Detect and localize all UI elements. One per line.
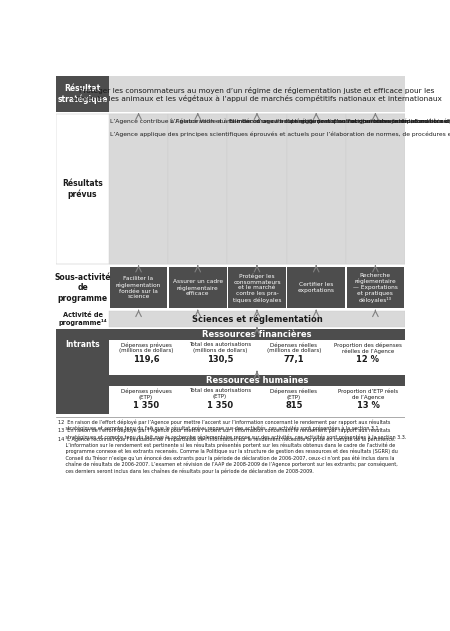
- Text: Sous-activité
de
programme: Sous-activité de programme: [54, 273, 111, 303]
- Bar: [56, 329, 109, 414]
- Text: Proportion des dépenses
réelles de l’Agence: Proportion des dépenses réelles de l’Age…: [334, 342, 402, 354]
- Bar: [228, 268, 286, 309]
- Bar: [287, 114, 346, 264]
- Text: Protéger les consommateurs au moyen d’un régime de réglementation juste et effic: Protéger les consommateurs au moyen d’un…: [72, 86, 442, 102]
- Text: Certifier les
exportations: Certifier les exportations: [298, 283, 335, 293]
- Text: Proportion d’ETP réels
de l’Agence: Proportion d’ETP réels de l’Agence: [338, 388, 398, 399]
- Text: L’Agence contribue à l’élaboration et à la mise en oeuvre de règles, de normes e: L’Agence contribue à l’élaboration et à …: [111, 119, 450, 137]
- Bar: [56, 76, 109, 112]
- Text: Assurer un cadre
réglementaire
efficace: Assurer un cadre réglementaire efficace: [173, 280, 223, 297]
- Text: Résultat
stratégique: Résultat stratégique: [58, 84, 108, 104]
- Text: 130,5: 130,5: [207, 355, 233, 364]
- Bar: [169, 268, 227, 309]
- Text: 12  En raison de l’effort déployé par l’Agence pour mettre l’accent sur l’inform: 12 En raison de l’effort déployé par l’A…: [58, 419, 390, 431]
- Text: 77,1: 77,1: [284, 355, 304, 364]
- Bar: [227, 114, 287, 264]
- Text: 1 350: 1 350: [207, 401, 233, 410]
- Text: 14  L’Agence reconnaît que l’évaluation de l’impartialité de l’information sur l: 14 L’Agence reconnaît que l’évaluation d…: [58, 436, 398, 474]
- Text: Dépenses prévues
(millions de dollars): Dépenses prévues (millions de dollars): [119, 342, 173, 353]
- Bar: [288, 268, 345, 309]
- Text: 119,6: 119,6: [133, 355, 159, 364]
- Text: L’Agence veille au maintien d’un cadre de réglementation national trans-parent, : L’Agence veille au maintien d’un cadre d…: [170, 119, 450, 124]
- Text: Pour prendre ses décisions concer-nant l’élaboration et l’examen réglementaire, : Pour prendre ses décisions concer-nant l…: [347, 119, 450, 124]
- Bar: [109, 76, 405, 112]
- Text: Dépenses réelles
(millions de dollars): Dépenses réelles (millions de dollars): [267, 342, 321, 353]
- Text: 12 %: 12 %: [356, 355, 379, 364]
- Bar: [56, 267, 109, 309]
- Text: 1 350: 1 350: [133, 401, 159, 410]
- Bar: [168, 114, 227, 264]
- Bar: [109, 375, 405, 386]
- Bar: [346, 114, 405, 264]
- Bar: [56, 311, 109, 327]
- Text: 13  En raison de l’effort déployé par l’Agence pour mettre l’accent sur l’inform: 13 En raison de l’effort déployé par l’A…: [58, 428, 406, 440]
- Text: Faciliter la
réglementation
fondée sur la
science: Faciliter la réglementation fondée sur l…: [116, 276, 161, 299]
- Text: Les exigences d’autres gou-vernements en matière d’importation sont respectées.: Les exigences d’autres gou-vernements en…: [288, 119, 450, 124]
- Text: Dépenses réelles
(ETP): Dépenses réelles (ETP): [270, 388, 318, 399]
- Bar: [346, 268, 404, 309]
- Bar: [109, 329, 405, 340]
- Text: Activité de
programme¹⁴: Activité de programme¹⁴: [58, 312, 107, 326]
- Text: Sciences et réglementation: Sciences et réglementation: [192, 314, 322, 324]
- Text: Protéger les
consommateurs
et le marché
contre les pra-
tiques déloyales: Protéger les consommateurs et le marché …: [233, 273, 281, 302]
- Text: Total des autorisations
(millions de dollars): Total des autorisations (millions de dol…: [189, 342, 251, 353]
- Bar: [110, 268, 167, 309]
- Bar: [109, 114, 168, 264]
- Text: Ressources financières: Ressources financières: [202, 330, 312, 339]
- Text: 815: 815: [285, 401, 303, 410]
- Text: 13 %: 13 %: [356, 401, 379, 410]
- Text: Dépenses prévues
(ETP): Dépenses prévues (ETP): [121, 388, 171, 399]
- Text: Intrants: Intrants: [65, 340, 100, 349]
- Text: Ressources humaines: Ressources humaines: [206, 376, 308, 385]
- Bar: [56, 114, 109, 264]
- Text: Total des autorisations
(ETP): Total des autorisations (ETP): [189, 388, 251, 399]
- Text: Elle décourage l’adoption de pratiques commerciales trompeuses et inéquitables.: Elle décourage l’adoption de pratiques c…: [229, 119, 450, 124]
- Text: Recherche
réglementaire
— Exportations
et pratiques
déloyales¹³: Recherche réglementaire — Exportations e…: [353, 273, 398, 303]
- Text: Résultats
prévus: Résultats prévus: [62, 179, 103, 199]
- Bar: [109, 311, 405, 327]
- Bar: [56, 114, 405, 264]
